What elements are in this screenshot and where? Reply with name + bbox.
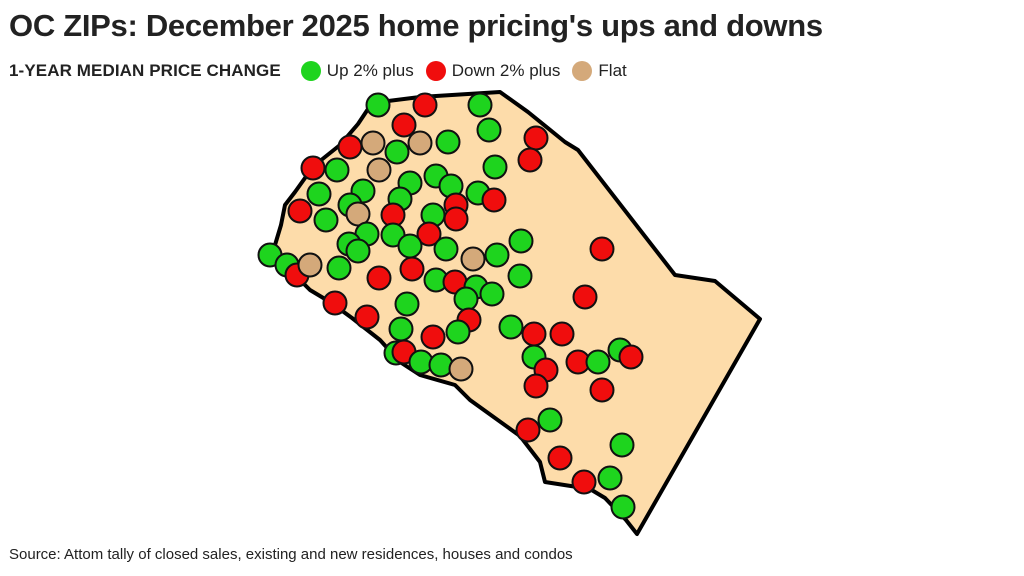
zip-marker-up — [428, 352, 454, 378]
zip-marker-down — [391, 112, 417, 138]
source-note: Source: Attom tally of closed sales, exi… — [9, 546, 573, 563]
zip-marker-flat — [460, 246, 486, 272]
zip-marker-down — [618, 344, 644, 370]
zip-marker-up — [445, 319, 471, 345]
zip-marker-up — [435, 129, 461, 155]
zip-marker-up — [537, 407, 563, 433]
zip-marker-down — [354, 304, 380, 330]
zip-marker-down — [287, 198, 313, 224]
zip-marker-down — [589, 236, 615, 262]
zip-dots — [257, 92, 644, 520]
zip-marker-down — [515, 417, 541, 443]
legend-label-up: Up 2% plus — [326, 61, 414, 80]
zip-marker-up — [479, 281, 505, 307]
zip-marker-up — [508, 228, 534, 254]
zip-marker-flat — [360, 130, 386, 156]
zip-marker-down — [547, 445, 573, 471]
zip-marker-up — [482, 154, 508, 180]
zip-marker-flat — [407, 130, 433, 156]
zip-marker-up — [324, 157, 350, 183]
zip-marker-down — [420, 324, 446, 350]
legend-swatch-up — [300, 61, 321, 81]
zip-marker-up — [476, 117, 502, 143]
legend-label-down: Down 2% plus — [451, 61, 561, 80]
zip-marker-up — [467, 92, 493, 118]
zip-marker-up — [498, 314, 524, 340]
zip-marker-flat — [448, 356, 474, 382]
zip-marker-up — [326, 255, 352, 281]
zip-marker-down — [523, 373, 549, 399]
legend-swatch-down — [425, 61, 446, 81]
zip-marker-up — [397, 233, 423, 259]
zip-marker-down — [337, 134, 363, 160]
zip-marker-down — [521, 321, 547, 347]
zip-marker-flat — [366, 157, 392, 183]
legend-item-up: Up 2% plus — [300, 61, 414, 81]
zip-marker-down — [517, 147, 543, 173]
zip-marker-up — [610, 494, 636, 520]
zip-marker-down — [412, 92, 438, 118]
zip-marker-down — [300, 155, 326, 181]
zip-marker-down — [523, 125, 549, 151]
zip-marker-up — [453, 286, 479, 312]
legend-label-flat: Flat — [598, 61, 627, 80]
zip-marker-down — [322, 290, 348, 316]
zip-marker-up — [365, 92, 391, 118]
zip-marker-down — [366, 265, 392, 291]
zip-marker-up — [433, 236, 459, 262]
zip-marker-up — [345, 238, 371, 264]
zip-marker-up — [484, 242, 510, 268]
zip-marker-up — [306, 181, 332, 207]
zip-marker-down — [549, 321, 575, 347]
legend-title: 1-YEAR MEDIAN PRICE CHANGE — [9, 61, 281, 80]
zip-marker-down — [589, 377, 615, 403]
zip-marker-up — [507, 263, 533, 289]
legend-item-flat: Flat — [572, 61, 627, 81]
legend-item-down: Down 2% plus — [425, 61, 561, 81]
zip-marker-down — [443, 206, 469, 232]
legend-swatch-flat — [572, 61, 593, 81]
zip-marker-up — [597, 465, 623, 491]
zip-marker-up — [394, 291, 420, 317]
zip-marker-flat — [297, 252, 323, 278]
zip-marker-down — [399, 256, 425, 282]
zip-marker-down — [571, 469, 597, 495]
zip-marker-up — [388, 316, 414, 342]
zip-marker-down — [481, 187, 507, 213]
zip-marker-up — [609, 432, 635, 458]
legend: 1-YEAR MEDIAN PRICE CHANGE Up 2% plus Do… — [9, 58, 639, 84]
zip-marker-down — [572, 284, 598, 310]
zip-marker-up — [384, 139, 410, 165]
chart-title: OC ZIPs: December 2025 home pricing's up… — [9, 8, 823, 43]
zip-marker-up — [313, 207, 339, 233]
zip-marker-down — [416, 221, 442, 247]
zip-marker-up — [585, 349, 611, 375]
